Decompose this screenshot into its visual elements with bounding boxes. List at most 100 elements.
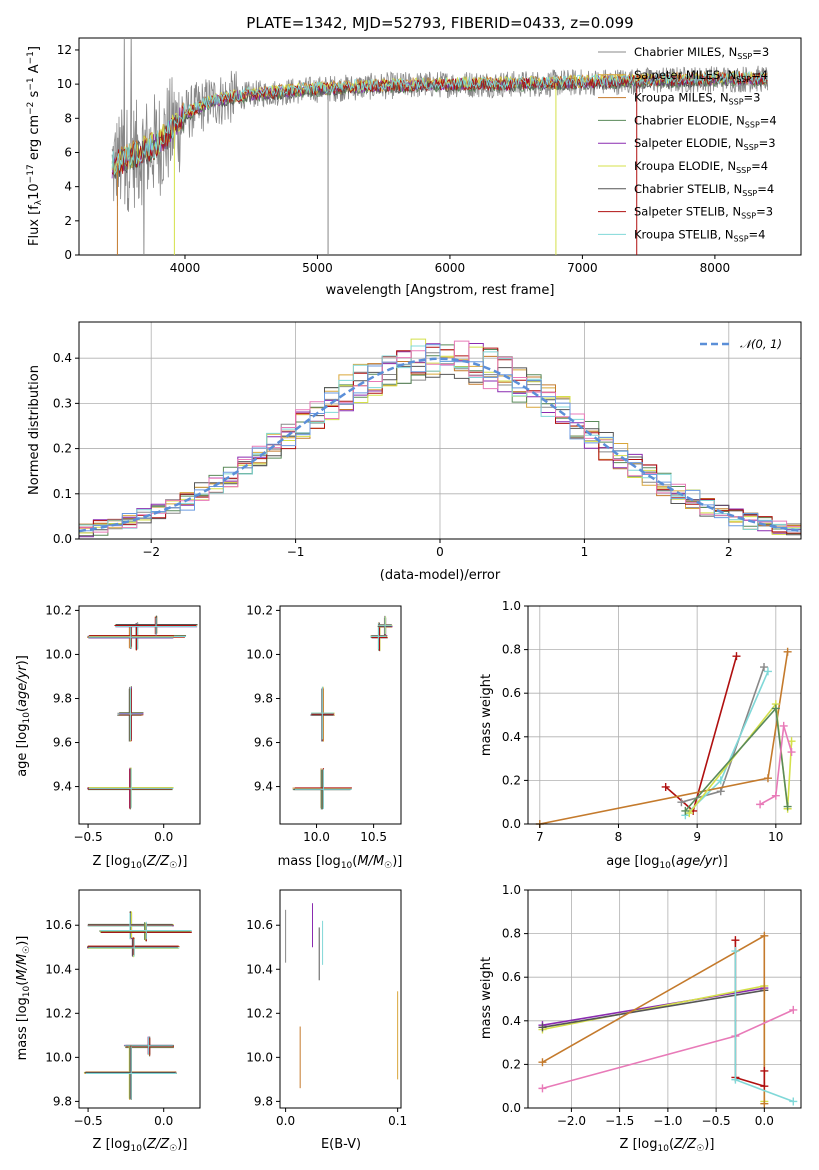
wZ-weight-marker bbox=[731, 947, 740, 956]
residual-histogram-step bbox=[78, 344, 802, 539]
wZ-xtick-label: −0.5 bbox=[702, 1114, 731, 1128]
residual-xtick-label: −2 bbox=[142, 545, 160, 559]
mass-vs-Z-panel: −0.5 0.0 9.8 10.0 10.2 10.4 10.6 bbox=[45, 889, 201, 1128]
wZ-xtick-label: −2.0 bbox=[557, 1114, 586, 1128]
spectrum-ytick-label: 0 bbox=[64, 248, 72, 262]
wZ-xtick-label: 0.0 bbox=[755, 1114, 774, 1128]
wage-axes-frame bbox=[527, 605, 802, 825]
wage-weight-marker bbox=[783, 647, 792, 656]
legend-label-sub: SSP bbox=[736, 75, 751, 84]
wZ-weight-marker bbox=[538, 1084, 547, 1093]
spectrum-ytick-label: 12 bbox=[57, 43, 72, 57]
wage-weight-marker bbox=[771, 791, 780, 800]
wage-weight-marker bbox=[763, 774, 772, 783]
legend-label-text: Kroupa MILES, N bbox=[634, 91, 729, 105]
residual-ytick-label: 0.4 bbox=[53, 351, 72, 365]
age-vs-mass-panel: 10.0 10.5 9.4 9.6 9.8 10.0 10.2 bbox=[246, 603, 402, 844]
spectrum-xtick-label: 4000 bbox=[170, 261, 201, 275]
residual-legend: 𝒩(0, 1) bbox=[700, 337, 782, 351]
wage-ytick-label: 1.0 bbox=[502, 599, 521, 613]
wage-ytick-label: 0.8 bbox=[502, 643, 521, 657]
spectrum-xtick-label: 5000 bbox=[302, 261, 333, 275]
spectrum-ytick-label: 4 bbox=[64, 180, 72, 194]
agemass-ytick-label: 10.0 bbox=[246, 647, 273, 661]
spectrum-legend-label: Kroupa MILES, NSSP=3 bbox=[634, 91, 760, 107]
wage-ytick-label: 0.2 bbox=[502, 773, 521, 787]
agemass-ytick-label: 9.8 bbox=[254, 691, 273, 705]
legend-label-sub: SSP bbox=[734, 234, 749, 243]
spectrum-axes-frame bbox=[78, 37, 802, 256]
legend-label-text: Kroupa STELIB, N bbox=[634, 227, 734, 241]
spectrum-legend-label: Chabrier MILES, NSSP=3 bbox=[634, 45, 769, 61]
legend-label-text: Kroupa ELODIE, N bbox=[634, 159, 736, 173]
spectrum-model-line bbox=[111, 70, 768, 176]
wage-ytick-label: 0.0 bbox=[502, 817, 521, 831]
legend-label-sub: SSP bbox=[741, 212, 756, 221]
massZ-xlabel: Z [log10(Z/Z☉)] bbox=[93, 1137, 188, 1154]
legend-label-sub: SSP bbox=[736, 166, 751, 175]
residual-ylabel: Normed distribution bbox=[27, 365, 42, 495]
spectrum-ytick-label: 8 bbox=[64, 111, 72, 125]
spectrum-legend-label: Chabrier ELODIE, NSSP=4 bbox=[634, 113, 777, 129]
spectrum-lines bbox=[111, 38, 768, 255]
massebv-xlabel: E(B-V) bbox=[321, 1137, 361, 1152]
legend-label-text: Salpeter ELODIE, N bbox=[634, 136, 744, 150]
spectrum-legend-label: Salpeter STELIB, NSSP=3 bbox=[634, 205, 773, 221]
wZ-ytick-label: 0.6 bbox=[502, 970, 521, 984]
legend-label-sub: SSP bbox=[745, 120, 760, 129]
age-vs-Z-panel: −0.5 0.0 9.4 9.6 9.8 10.0 10.2 bbox=[45, 603, 201, 844]
wZ-weight-marker bbox=[731, 1075, 740, 1084]
legend-label-num: =3 bbox=[744, 91, 761, 105]
wage-xtick-label: 8 bbox=[615, 830, 623, 844]
wZ-weight-marker bbox=[731, 936, 740, 945]
agemass-xtick-label: 10.0 bbox=[303, 830, 330, 844]
ageZ-axes-frame bbox=[78, 605, 201, 825]
legend-label-sub: SSP bbox=[742, 189, 757, 198]
wZ-ytick-label: 0.4 bbox=[502, 1014, 521, 1028]
wZ-weight-marker bbox=[760, 1066, 769, 1075]
residual-xtick-label: 2 bbox=[725, 545, 733, 559]
ageZ-ytick-label: 10.0 bbox=[45, 647, 72, 661]
spectrum-legend-label: Chabrier STELIB, NSSP=4 bbox=[634, 182, 774, 198]
weight-vs-Z-panel: −2.0 −1.5 −1.0 −0.5 0.0 0.0 0.2 0.4 0.6 0.8 1.0 bbox=[502, 883, 802, 1128]
legend-label-text: Salpeter MILES, N bbox=[634, 68, 736, 82]
figure-title: PLATE=1342, MJD=52793, FIBERID=0433, z=0… bbox=[246, 14, 633, 32]
wage-ytick-label: 0.6 bbox=[502, 686, 521, 700]
gauss-curve bbox=[78, 357, 802, 533]
wage-weight-marker bbox=[732, 652, 741, 661]
wZ-ytick-label: 0.2 bbox=[502, 1057, 521, 1071]
wZ-ytick-label: 0.0 bbox=[502, 1101, 521, 1115]
massZ-xtick-label: −0.5 bbox=[74, 1114, 103, 1128]
wZ-weight-marker bbox=[789, 1005, 798, 1014]
wZ-xtick-label: −1.0 bbox=[653, 1114, 682, 1128]
legend-label-num: =4 bbox=[760, 113, 777, 127]
residual-panel: −2 −1 0 1 2 0.0 0.1 0.2 0.3 0.4 𝒩(0, 1) (data-mod… bbox=[27, 321, 802, 583]
residual-xtick-label: −1 bbox=[287, 545, 305, 559]
legend-label-sub: SSP bbox=[737, 52, 752, 61]
wage-weight-marker bbox=[681, 806, 690, 815]
massebv-ytick-label: 10.4 bbox=[246, 962, 273, 976]
ageZ-ytick-label: 9.8 bbox=[53, 691, 72, 705]
wage-weight-marker bbox=[716, 776, 725, 785]
massZ-ytick-label: 9.8 bbox=[53, 1094, 72, 1108]
wZ-axes-frame bbox=[527, 889, 802, 1109]
legend-label-num: =3 bbox=[752, 45, 769, 59]
wZ-ytick-label: 1.0 bbox=[502, 883, 521, 897]
massZ-axes-frame bbox=[78, 889, 201, 1109]
wZ-weight-line bbox=[542, 987, 765, 1026]
massZ-ytick-label: 10.6 bbox=[45, 918, 72, 932]
wage-xtick-label: 10 bbox=[768, 830, 783, 844]
spectrum-xtick-label: 7000 bbox=[567, 261, 598, 275]
wZ-weight-marker bbox=[760, 1082, 769, 1091]
massebv-xtick-label: 0.0 bbox=[276, 1114, 295, 1128]
legend-label-text: Chabrier STELIB, N bbox=[634, 182, 742, 196]
ageZ-ytick-label: 9.4 bbox=[53, 780, 72, 794]
legend-label-text: Salpeter STELIB, N bbox=[634, 205, 741, 219]
wZ-weight-marker bbox=[789, 1097, 798, 1106]
massZ-ytick-label: 10.2 bbox=[45, 1006, 72, 1020]
spectrum-legend-label: Kroupa STELIB, NSSP=4 bbox=[634, 227, 765, 243]
massebv-ytick-label: 9.8 bbox=[254, 1094, 273, 1108]
wZ-weight-marker bbox=[538, 1023, 547, 1032]
massZ-ytick-label: 10.4 bbox=[45, 962, 72, 976]
